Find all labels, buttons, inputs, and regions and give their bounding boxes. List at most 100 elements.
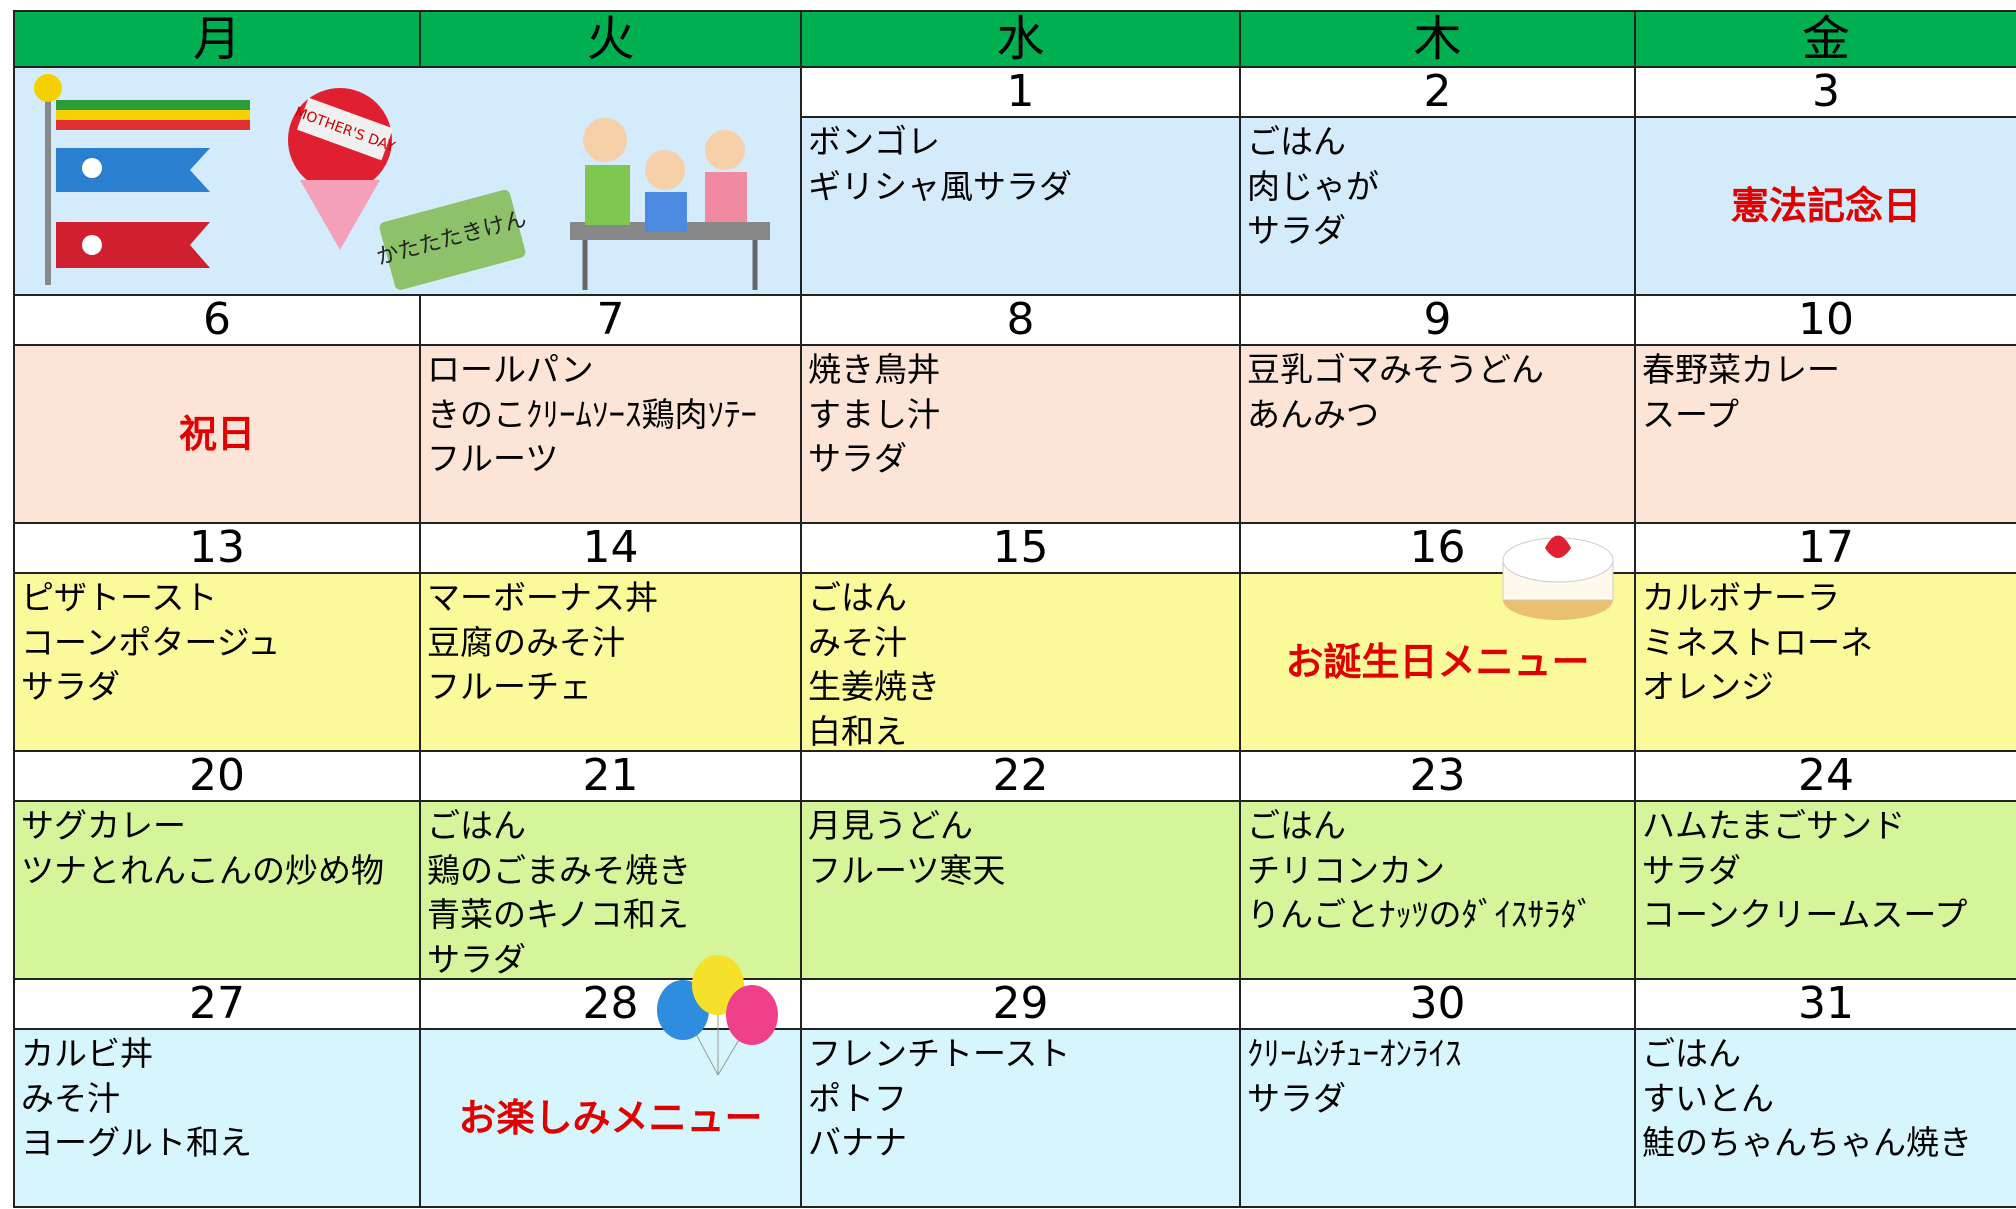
menu-item: あんみつ xyxy=(1247,394,1379,434)
menu-item: ごはん xyxy=(1642,1034,1741,1073)
menu-item: 豆腐のみそ汁 xyxy=(427,622,625,662)
date: 9 xyxy=(1239,294,1636,346)
date: 23 xyxy=(1239,750,1636,802)
menu-item: みそ汁 xyxy=(21,1078,120,1118)
date: 13 xyxy=(13,522,421,574)
menu-cell: ｸﾘｰﾑｼﾁｭｰｵﾝﾗｲｽ サラダ xyxy=(1239,1028,1636,1208)
menu-item: カルビ丼 xyxy=(21,1034,153,1073)
date: 20 xyxy=(13,750,421,802)
menu-item: フルーツ寒天 xyxy=(808,850,1006,890)
menu-cell: ごはん みそ汁 生姜焼き 白和え xyxy=(800,572,1241,752)
menu-cell: ごはん 鶏のごまみそ焼き 青菜のキノコ和え サラダ xyxy=(419,800,802,980)
event-note: お楽しみメニュー xyxy=(458,1095,763,1140)
menu-item: 白和え xyxy=(808,711,907,751)
menu-cell: 豆乳ゴマみそうどん あんみつ xyxy=(1239,344,1636,524)
date: 10 xyxy=(1634,294,2016,346)
date: 24 xyxy=(1634,750,2016,802)
date: 1 xyxy=(800,66,1241,118)
illustration-cell xyxy=(13,66,802,296)
menu-cell: ごはんすいとん鮭のちゃんちゃん焼き xyxy=(1634,1028,2016,1208)
menu-item: すいとん xyxy=(1642,1078,1774,1118)
menu-item: ツナとれんこんの炒め物 xyxy=(21,850,384,890)
menu-item: マーボーナス丼 xyxy=(427,578,658,617)
date: 6 xyxy=(13,294,421,346)
day-header: 金 xyxy=(1634,10,2016,68)
menu-item: 青菜のキノコ和え xyxy=(427,895,689,934)
menu-cell: 月見うどん フルーツ寒天 xyxy=(800,800,1241,980)
day-header: 月 xyxy=(13,10,421,68)
menu-item: スープ xyxy=(1642,394,1740,434)
menu-item: ヨーグルト和え xyxy=(21,1123,252,1162)
menu-cell: カルビ丼みそ汁ヨーグルト和え xyxy=(13,1028,421,1208)
date: 29 xyxy=(800,978,1241,1030)
menu-cell: 焼き鳥丼 すまし汁 サラダ xyxy=(800,344,1241,524)
date: 7 xyxy=(419,294,802,346)
menu-item: サラダ xyxy=(1642,850,1741,890)
menu-item: カルボナーラ xyxy=(1642,578,1840,617)
date: 16 xyxy=(1239,522,1636,574)
menu-cell: ハムたまごサンド サラダコーンクリームスープ xyxy=(1634,800,2016,980)
date: 8 xyxy=(800,294,1241,346)
menu-cell: 憲法記念日 xyxy=(1634,116,2016,296)
menu-item: ミネストローネ xyxy=(1642,622,1873,662)
menu-item: ギリシャ風サラダ xyxy=(808,166,1072,206)
menu-item: コーンクリームスープ xyxy=(1642,895,1968,934)
menu-item: ボンゴレ xyxy=(808,122,940,161)
menu-item: サグカレー xyxy=(21,806,186,845)
menu-cell: カルボナーラ ミネストローネ オレンジ xyxy=(1634,572,2016,752)
menu-cell: ごはん肉じゃがサラダ xyxy=(1239,116,1636,296)
menu-item: ピザトースト xyxy=(21,578,218,617)
menu-item: りんごとﾅｯﾂのﾀﾞｲｽｻﾗﾀﾞ xyxy=(1247,895,1594,934)
menu-item: ごはん xyxy=(427,806,526,845)
menu-item: サラダ xyxy=(21,667,120,706)
event-note: 祝日 xyxy=(178,411,255,456)
menu-item: ロールパン xyxy=(427,350,594,389)
menu-item: ハムたまごサンド xyxy=(1642,806,1906,845)
menu-item: 豆乳ゴマみそうどん xyxy=(1247,350,1544,389)
menu-item: オレンジ xyxy=(1642,667,1774,706)
menu-item: サラダ xyxy=(1247,211,1346,250)
menu-item: ごはん xyxy=(1247,806,1346,845)
date: 15 xyxy=(800,522,1241,574)
menu-item: 鮭のちゃんちゃん焼き xyxy=(1642,1123,1972,1162)
menu-item: ごはん xyxy=(1247,122,1346,161)
menu-cell: ピザトーストコーンポタージュ サラダ xyxy=(13,572,421,752)
day-header: 木 xyxy=(1239,10,1636,68)
menu-cell: ロールパンきのこｸﾘｰﾑｿｰｽ鶏肉ｿﾃｰ フルーツ xyxy=(419,344,802,524)
menu-item: 生姜焼き xyxy=(808,667,940,706)
date: 27 xyxy=(13,978,421,1030)
event-note: 憲法記念日 xyxy=(1730,183,1921,228)
menu-item: きのこｸﾘｰﾑｿｰｽ鶏肉ｿﾃｰ xyxy=(427,394,757,434)
menu-item: サラダ xyxy=(1247,1078,1346,1118)
menu-item: 肉じゃが xyxy=(1247,166,1379,206)
menu-item: すまし汁 xyxy=(808,394,940,434)
date: 30 xyxy=(1239,978,1636,1030)
menu-cell: 春野菜カレー スープ xyxy=(1634,344,2016,524)
day-header: 火 xyxy=(419,10,802,68)
menu-cell: お楽しみメニュー xyxy=(419,1028,802,1208)
menu-item: サラダ xyxy=(427,939,526,979)
menu-cell: 祝日 xyxy=(13,344,421,524)
menu-cell: フレンチトースト ポトフ バナナ xyxy=(800,1028,1241,1208)
menu-item: フルーツ xyxy=(427,439,559,478)
menu-cell: マーボーナス丼 豆腐のみそ汁 フルーチェ xyxy=(419,572,802,752)
menu-item: チリコンカン xyxy=(1247,850,1445,890)
menu-item: 春野菜カレー xyxy=(1642,350,1840,389)
date: 14 xyxy=(419,522,802,574)
date: 22 xyxy=(800,750,1241,802)
day-header: 水 xyxy=(800,10,1241,68)
date: 17 xyxy=(1634,522,2016,574)
menu-item: フレンチトースト xyxy=(808,1034,1071,1073)
menu-item: みそ汁 xyxy=(808,622,907,662)
event-note: お誕生日メニュー xyxy=(1285,639,1590,684)
menu-cell: ごはんチリコンカンりんごとﾅｯﾂのﾀﾞｲｽｻﾗﾀﾞ xyxy=(1239,800,1636,980)
menu-item: ｸﾘｰﾑｼﾁｭｰｵﾝﾗｲｽ xyxy=(1247,1034,1462,1073)
menu-item: バナナ xyxy=(808,1123,907,1162)
date: 31 xyxy=(1634,978,2016,1030)
menu-item: サラダ xyxy=(808,439,907,478)
menu-item: フルーチェ xyxy=(427,667,592,706)
menu-cell: サグカレーツナとれんこんの炒め物 xyxy=(13,800,421,980)
menu-item: コーンポタージュ xyxy=(21,622,281,662)
date: 28 xyxy=(419,978,802,1030)
